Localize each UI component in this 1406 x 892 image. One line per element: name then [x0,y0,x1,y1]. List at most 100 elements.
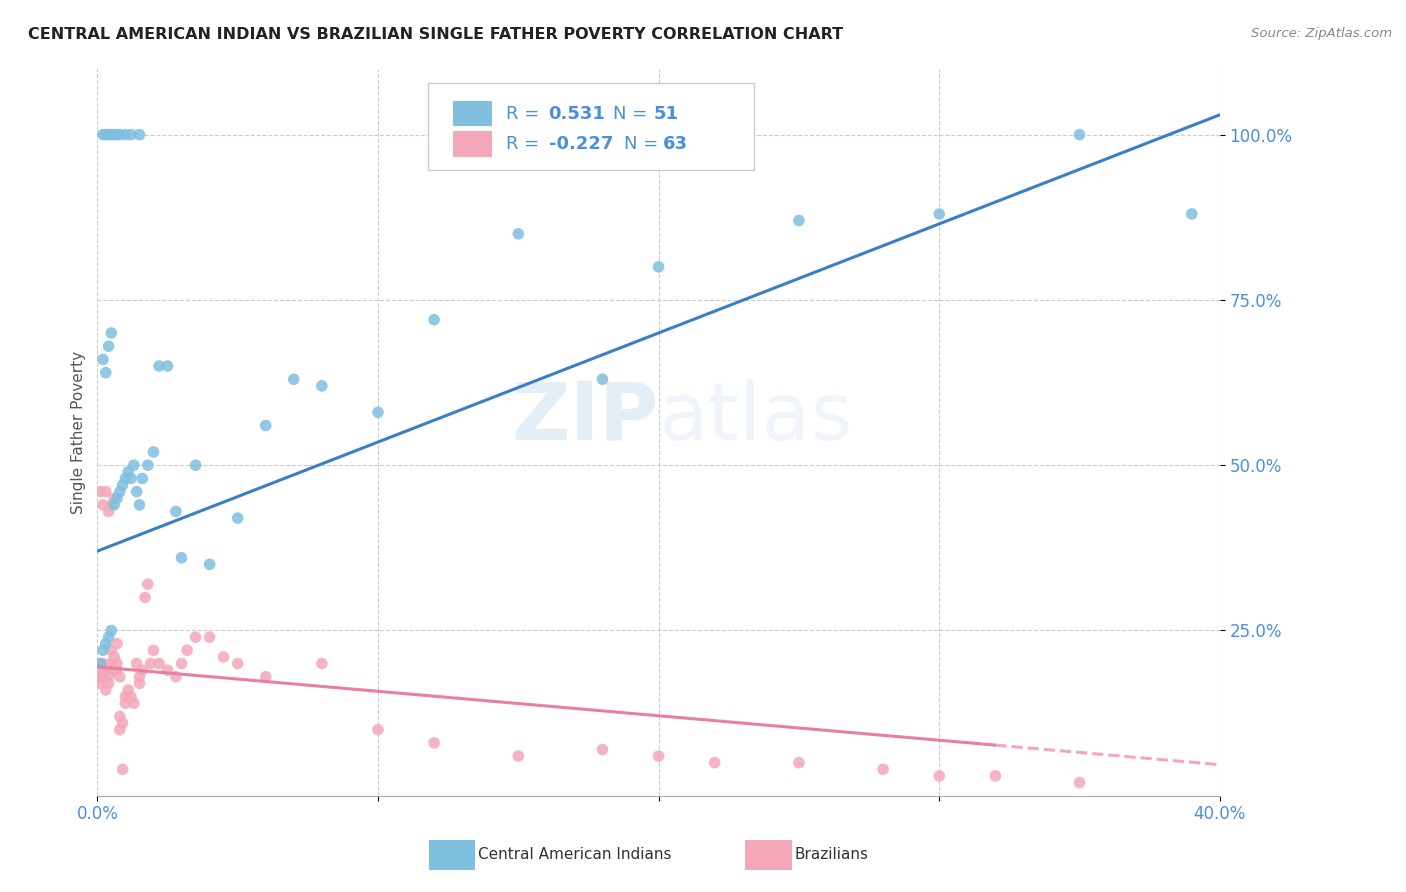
Point [254,670,277,684]
Point [103,498,125,512]
Point [131,471,153,485]
Point [872,762,894,776]
Text: R =: R = [506,104,546,122]
Point [508,227,530,241]
Text: 51: 51 [654,104,679,122]
Point [703,756,725,770]
Point [283,372,305,386]
Point [128,498,150,512]
Point [91,657,114,671]
Text: Central American Indians: Central American Indians [478,847,672,863]
Point [198,630,221,644]
Point [89,657,111,671]
Point [226,657,249,671]
Text: atlas: atlas [658,378,853,457]
Point [311,657,333,671]
Point [125,657,148,671]
Point [91,643,114,657]
Point [170,550,193,565]
Point [114,696,136,710]
Point [100,643,122,657]
Point [120,690,142,704]
Text: ZIP: ZIP [512,378,658,457]
Point [787,756,810,770]
Point [136,577,159,591]
Point [111,716,134,731]
Point [184,630,207,644]
Point [108,128,131,142]
Point [647,749,669,764]
FancyBboxPatch shape [453,101,492,127]
Point [176,643,198,657]
Point [142,643,165,657]
Point [212,649,235,664]
Point [103,649,125,664]
Point [117,683,139,698]
Point [94,484,117,499]
FancyBboxPatch shape [453,131,492,157]
Text: Source: ZipAtlas.com: Source: ZipAtlas.com [1251,27,1392,40]
Point [105,491,128,506]
Point [1181,207,1204,221]
Point [156,359,179,373]
Point [97,630,120,644]
Point [184,458,207,473]
Point [111,478,134,492]
Point [94,683,117,698]
Point [111,762,134,776]
Point [100,326,122,340]
Point [94,128,117,142]
Point [120,471,142,485]
Point [103,128,125,142]
Point [254,418,277,433]
Point [592,742,614,756]
Point [139,657,162,671]
Point [120,128,142,142]
Point [928,769,950,783]
Point [114,128,136,142]
Point [114,690,136,704]
Point [91,352,114,367]
Point [142,445,165,459]
Point [170,657,193,671]
Point [423,736,446,750]
Point [91,670,114,684]
Point [100,128,122,142]
Point [89,484,111,499]
Point [108,709,131,723]
Point [105,128,128,142]
Point [508,749,530,764]
Point [148,359,170,373]
Point [1069,775,1091,789]
Point [89,676,111,690]
Point [647,260,669,274]
Point [97,128,120,142]
Text: R =: R = [506,136,546,153]
Point [928,207,950,221]
Point [198,558,221,572]
Point [226,511,249,525]
Point [128,670,150,684]
Point [100,657,122,671]
Point [91,663,114,677]
Point [128,128,150,142]
Point [97,676,120,690]
Point [1069,128,1091,142]
Text: 0.531: 0.531 [548,104,606,122]
Point [89,670,111,684]
Point [91,498,114,512]
Text: Brazilians: Brazilians [794,847,869,863]
Text: 63: 63 [664,136,688,153]
FancyBboxPatch shape [429,83,754,170]
Point [128,676,150,690]
Point [131,663,153,677]
Point [94,637,117,651]
Point [787,213,810,227]
Point [134,591,156,605]
Point [100,624,122,638]
Point [592,372,614,386]
Point [156,663,179,677]
Point [105,637,128,651]
Point [103,491,125,506]
Point [136,458,159,473]
